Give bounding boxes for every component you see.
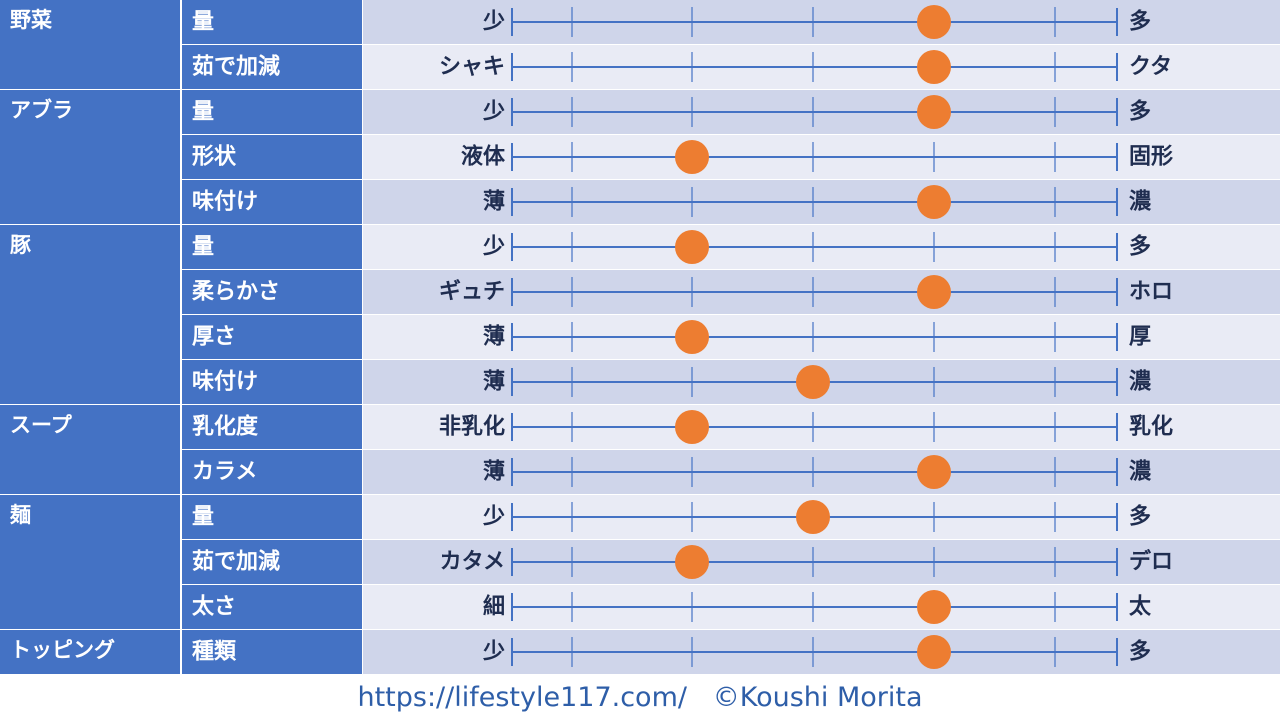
- attribute-label: 茹で加減: [192, 550, 280, 575]
- group-label: 豚: [10, 233, 31, 257]
- attribute-cell: [182, 495, 362, 539]
- attribute-label: 量: [192, 505, 214, 530]
- scale-right-label: 多: [1129, 504, 1151, 530]
- scale-right-label: クタ: [1129, 55, 1172, 80]
- scale-left-label: ギュチ: [439, 280, 505, 305]
- scale-right-label: 多: [1129, 234, 1151, 260]
- attribute-cell: [182, 540, 362, 584]
- attribute-cell: [182, 270, 362, 314]
- scale-right-label: 濃: [1129, 460, 1152, 485]
- scale-right-label: 多: [1129, 639, 1151, 665]
- attribute-label: 量: [192, 10, 214, 35]
- attribute-cell: [182, 630, 362, 674]
- scale-left-label: シャキ: [439, 55, 505, 80]
- attribute-cell: [182, 405, 362, 449]
- attribute-label: 茹で加減: [192, 55, 280, 80]
- data-point: [675, 230, 709, 264]
- data-point: [675, 320, 709, 354]
- data-point: [675, 545, 709, 579]
- data-point: [917, 50, 951, 84]
- attribute-cell: [182, 45, 362, 89]
- scale-right-label: 濃: [1129, 190, 1152, 215]
- group-cell: [0, 0, 180, 89]
- group-cell: [0, 405, 180, 494]
- group-cell: [0, 90, 180, 224]
- group-cell: [0, 495, 180, 629]
- group-cell: [0, 225, 180, 404]
- scale-left-label: 薄: [483, 460, 505, 485]
- scale-left-label: 薄: [483, 325, 505, 350]
- attribute-cell: [182, 0, 362, 44]
- attribute-label: 量: [192, 100, 214, 125]
- data-point: [675, 140, 709, 174]
- scale-right-label: 太: [1129, 595, 1152, 620]
- data-point: [917, 635, 951, 669]
- data-point: [917, 275, 951, 309]
- data-point: [917, 590, 951, 624]
- scale-right-label: 多: [1129, 99, 1151, 125]
- data-point: [675, 410, 709, 444]
- attribute-label: 種類: [192, 640, 237, 665]
- group-label: トッピング: [10, 638, 115, 662]
- scale-right-label: 多: [1129, 9, 1151, 35]
- attribute-cell: [182, 90, 362, 134]
- attribute-label: 味付け: [192, 370, 258, 395]
- attribute-label: カラメ: [192, 460, 257, 485]
- attribute-label: 乳化度: [192, 414, 259, 440]
- attribute-label: 味付け: [192, 190, 258, 215]
- attribute-cell: [182, 450, 362, 494]
- scale-left-label: 少: [482, 640, 505, 665]
- group-label: アブラ: [10, 98, 73, 122]
- group-label: 野菜: [10, 8, 52, 32]
- attribute-cell: [182, 135, 362, 179]
- scale-right-label: 固形: [1129, 145, 1173, 170]
- attribute-label: 太さ: [192, 595, 236, 620]
- scale-left-label: 非乳化: [439, 414, 505, 440]
- data-point: [917, 185, 951, 219]
- group-label: スープ: [10, 413, 73, 437]
- attribute-label: 形状: [192, 145, 237, 170]
- chart: 野菜量少多茹で加減 シャキ クタアブラ量少多形状 液体 固形味付け薄濃豚量少多柔らかさギ…: [0, 0, 1280, 674]
- attribute-cell: [182, 180, 362, 224]
- scale-left-label: 液体: [461, 144, 506, 170]
- attribute-label: 厚さ: [192, 325, 236, 350]
- group-cell: [0, 630, 180, 674]
- scale-right-label: デロ: [1129, 549, 1173, 575]
- data-point: [917, 455, 951, 489]
- attribute-cell: [182, 585, 362, 629]
- scale-left-label: カタメ: [440, 550, 505, 575]
- data-point: [796, 500, 830, 534]
- scale-left-label: 少: [482, 100, 505, 125]
- scale-left-label: 少: [482, 235, 505, 260]
- scale-right-label: 濃: [1129, 370, 1152, 395]
- attribute-label: 柔らかさ: [192, 280, 280, 305]
- scale-left-label: 薄: [483, 190, 505, 215]
- group-label: 麺: [9, 503, 31, 527]
- data-point: [917, 5, 951, 39]
- scale-left-label: 少: [482, 505, 505, 530]
- attribute-cell: [182, 315, 362, 359]
- scale-right-label: 乳化: [1129, 414, 1173, 440]
- scale-left-label: 少: [482, 10, 505, 35]
- footer-credit: https://lifestyle117.com/ ©Koushi Morita: [357, 682, 923, 713]
- attribute-cell: [182, 225, 362, 269]
- data-point: [917, 95, 951, 129]
- attribute-label: 量: [192, 235, 214, 260]
- attribute-cell: [182, 360, 362, 404]
- scale-right-label: ホロ: [1129, 280, 1173, 305]
- scale-left-label: 細: [483, 594, 505, 620]
- scale-right-label: 厚: [1129, 325, 1151, 350]
- data-point: [796, 365, 830, 399]
- scale-left-label: 薄: [483, 370, 505, 395]
